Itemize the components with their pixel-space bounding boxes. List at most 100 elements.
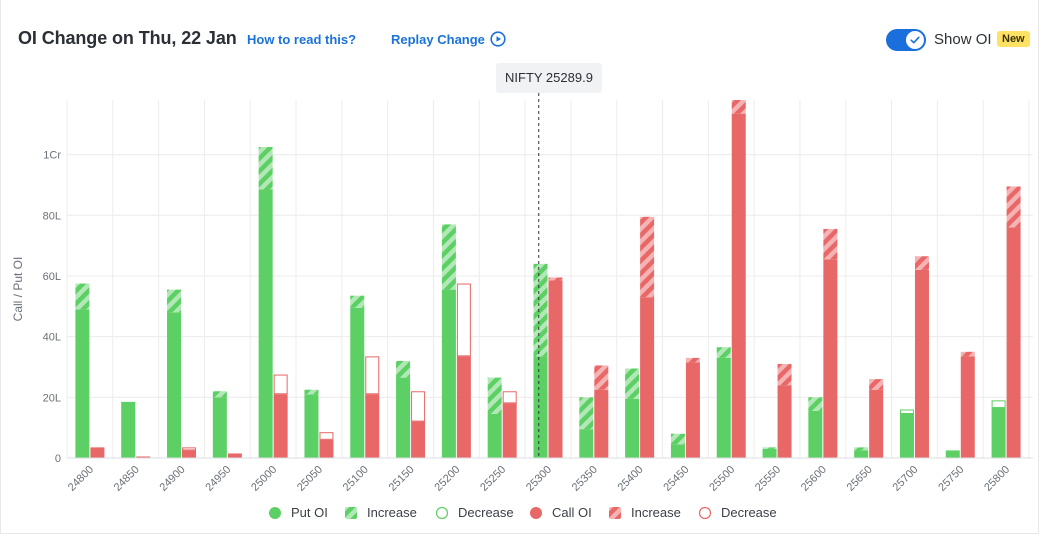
put-increase-bar <box>441 224 456 290</box>
put-oi-bar <box>258 189 273 458</box>
put-oi-bar <box>899 414 914 458</box>
legend-swatch-icon <box>435 506 449 519</box>
call-increase-bar <box>594 365 609 390</box>
call-increase-bar <box>640 216 655 298</box>
put-oi-bar <box>121 401 136 458</box>
x-tick-label: 25400 <box>616 464 646 494</box>
put-increase-bar <box>854 447 869 451</box>
put-oi-bar <box>167 312 182 458</box>
put-increase-bar <box>808 397 823 411</box>
legend-label: Decrease <box>721 505 777 520</box>
put-increase-bar <box>75 283 90 310</box>
bars <box>75 100 1021 459</box>
check-icon <box>910 36 920 44</box>
legend-swatch-icon <box>530 506 542 519</box>
call-increase-bar <box>731 100 746 114</box>
show-oi-toggle[interactable] <box>886 29 926 51</box>
put-oi-bar <box>945 450 960 458</box>
put-increase-bar <box>533 263 548 357</box>
how-to-read-link[interactable]: How to read this? <box>247 32 357 47</box>
x-tick-label: 25600 <box>799 464 829 494</box>
y-tick-label: 80L <box>43 210 61 222</box>
call-oi-bar <box>456 356 471 458</box>
legend-call-oi[interactable]: Call OI <box>529 505 592 520</box>
call-increase-bar <box>685 357 700 363</box>
call-increase-bar <box>960 351 975 357</box>
call-oi-bar <box>273 394 288 458</box>
call-increase-bar <box>869 379 884 390</box>
call-decrease-bar <box>273 374 288 395</box>
put-increase-bar <box>579 397 594 430</box>
put-oi-bar <box>396 377 411 458</box>
call-oi-bar <box>1006 227 1021 458</box>
x-tick-label: 25700 <box>890 464 920 494</box>
put-oi-bar <box>808 410 823 458</box>
x-tick-label: 25750 <box>936 464 966 494</box>
call-oi-bar <box>136 456 151 458</box>
play-circle-icon[interactable] <box>490 31 506 47</box>
put-oi-bar <box>716 357 731 458</box>
legend-call-increase[interactable]: Increase <box>608 505 681 520</box>
legend-label: Increase <box>631 505 681 520</box>
call-decrease-bar <box>456 283 471 357</box>
call-oi-bar <box>502 403 517 458</box>
call-oi-bar <box>869 389 884 458</box>
y-tick-label: 1Cr <box>43 150 61 162</box>
chart-legend: Put OI Increase Decrease <box>1 505 1038 525</box>
new-badge: New <box>997 31 1030 47</box>
call-decrease-bar <box>365 356 380 395</box>
put-oi-bar <box>533 356 548 458</box>
put-oi-bar <box>350 307 365 458</box>
call-oi-bar <box>548 280 563 458</box>
y-tick-label: 20L <box>43 392 61 404</box>
legend-put-increase[interactable]: Increase <box>344 505 417 520</box>
legend-label: Put OI <box>291 505 328 520</box>
put-oi-bar <box>670 444 685 458</box>
legend-put-oi[interactable]: Put OI <box>268 505 328 520</box>
put-decrease-bar <box>991 400 1006 408</box>
put-increase-bar <box>625 368 640 399</box>
put-oi-bar <box>304 394 319 458</box>
x-tick-label: 24900 <box>158 464 188 494</box>
legend-call-decrease[interactable]: Decrease <box>698 505 777 520</box>
call-oi-bar <box>777 385 792 458</box>
legend-swatch-icon <box>609 506 621 519</box>
call-oi-bar <box>594 389 609 458</box>
call-oi-bar <box>823 259 838 458</box>
x-tick-label: 25250 <box>478 464 508 494</box>
x-tick-label: 25650 <box>845 464 875 494</box>
x-tick-label: 24850 <box>112 464 142 494</box>
x-tick-label: 25150 <box>387 464 417 494</box>
legend-put-decrease[interactable]: Decrease <box>435 505 514 520</box>
legend-label: Increase <box>367 505 417 520</box>
put-increase-bar <box>716 347 731 358</box>
call-oi-bar <box>685 362 700 458</box>
put-increase-bar <box>212 391 227 398</box>
put-oi-bar <box>579 429 594 458</box>
put-oi-bar <box>75 309 90 458</box>
put-increase-bar <box>258 147 273 190</box>
x-tick-label: 24800 <box>66 464 96 494</box>
call-oi-bar <box>365 394 380 458</box>
y-tick-label: 0 <box>55 453 61 465</box>
replay-change-link[interactable]: Replay Change <box>391 32 485 47</box>
x-tick-label: 25800 <box>982 464 1012 494</box>
call-increase-bar <box>914 256 929 270</box>
toggle-knob <box>906 31 924 49</box>
put-increase-bar <box>304 389 319 395</box>
put-oi-bar <box>441 289 456 458</box>
call-decrease-bar <box>319 432 334 440</box>
x-tick-label: 25200 <box>432 464 462 494</box>
put-increase-bar <box>487 377 502 415</box>
call-oi-bar <box>227 453 242 458</box>
y-tick-label: 40L <box>43 332 61 344</box>
y-tick-label: 60L <box>43 271 61 283</box>
call-oi-bar <box>960 356 975 458</box>
put-oi-bar <box>625 398 640 458</box>
call-oi-bar <box>914 269 929 458</box>
x-tick-label: 25500 <box>707 464 737 494</box>
call-oi-bar <box>411 421 426 458</box>
oi-bar-chart: 0 20L 40L 60L 80L 1Cr Call / Put OI 24800 24850 2… <box>11 93 1033 494</box>
legend-swatch-icon <box>698 506 712 519</box>
